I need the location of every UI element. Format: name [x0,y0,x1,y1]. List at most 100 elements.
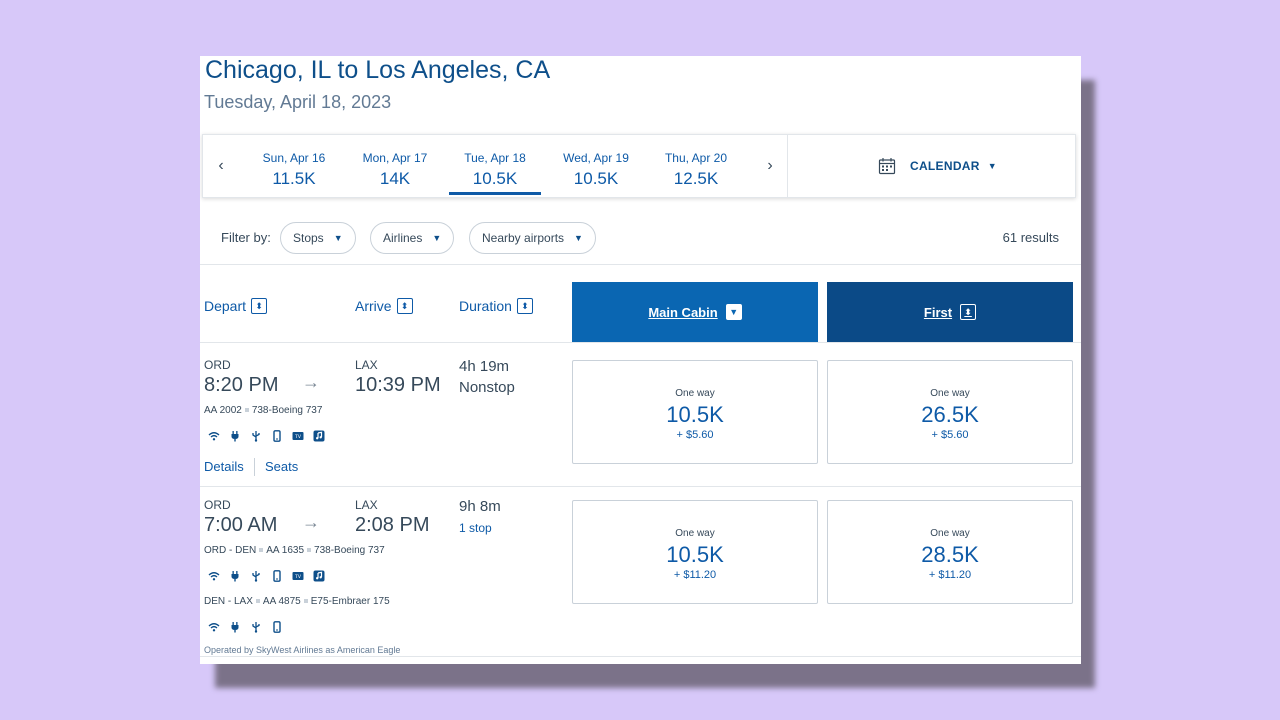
tv-icon: TV [292,572,304,580]
sort-icon: ⬍ [396,298,413,314]
link-divider [254,458,255,476]
amenities-row: TV [208,430,325,442]
stops-label: Nonstop [459,379,515,396]
fare-first-flight-1[interactable]: One way 26.5K + $5.60 [827,360,1073,464]
fare-main-cabin-flight-1[interactable]: One way 10.5K + $5.60 [572,360,818,464]
flight-number: AA 1635 [266,545,305,556]
sort-depart-button[interactable]: Depart ⬍ [204,298,268,314]
date-tab-price: 12.5K [673,169,719,188]
filter-airlines-label: Airlines [383,231,423,245]
date-tab-tue-apr-18[interactable]: Tue, Apr 18 10.5K [449,151,541,195]
fare-first-flight-2[interactable]: One way 28.5K + $11.20 [827,500,1073,604]
sort-icon: ⬍ [960,304,977,320]
caret-down-icon: ▼ [987,161,997,171]
filter-stops-label: Stops [293,231,324,245]
filter-nearby-airports-label: Nearby airports [482,231,565,245]
depart-header-label: Depart [204,298,247,314]
date-tab-price: 11.5K [272,169,316,188]
fare-trip-type: One way [930,528,970,539]
arrive-header-label: Arrive [355,298,392,314]
next-dates-button[interactable]: › [767,157,773,174]
arrow-right-icon: → [302,512,320,532]
calendar-label: CALENDAR [910,159,980,173]
flight-duration: 9h 8m [459,498,501,515]
date-tab-mon-apr-17[interactable]: Mon, Apr 17 14K [349,151,441,189]
details-link[interactable]: Details [204,459,244,474]
filter-airlines-dropdown[interactable]: Airlines ▼ [370,222,455,254]
sort-duration-button[interactable]: Duration ⬍ [459,298,533,314]
duration-header-label: Duration [459,298,512,314]
arrow-right-icon: → [302,372,320,392]
date-tab-sun-apr-16[interactable]: Sun, Apr 16 11.5K [248,151,340,189]
sort-arrive-button[interactable]: Arrive ⬍ [355,298,413,314]
wifi-icon [208,432,220,441]
calendar-icon [878,158,896,175]
fare-miles: 28.5K [921,542,979,567]
prev-dates-button[interactable]: ‹ [218,157,224,174]
music-icon [313,430,325,442]
sort-main-cabin-button[interactable]: Main Cabin ▼ [572,282,818,342]
date-tab-label: Mon, Apr 17 [362,151,428,165]
fare-miles: 10.5K [666,542,724,567]
operated-by-note: Operated by SkyWest Airlines as American… [204,645,401,655]
amenities-row [208,621,283,633]
flight-results-panel: Chicago, IL to Los Angeles, CA Tuesday, … [200,56,1081,664]
segment-route: ORD - DEN [204,545,257,556]
depart-time: 7:00 AM [204,514,278,536]
sort-icon: ⬍ [516,298,533,314]
wifi-icon [208,572,220,581]
power-icon [231,571,239,582]
segment-2-info: DEN - LAX AA 4875 E75-Embraer 175 [204,596,390,607]
date-tab-price: 14K [379,169,411,188]
depart-time: 8:20 PM [204,374,279,396]
fare-taxes: + $5.60 [931,429,969,441]
fare-trip-type: One way [930,388,970,399]
date-tab-label: Wed, Apr 19 [563,151,629,165]
page-title: Chicago, IL to Los Angeles, CA [205,56,551,84]
sort-first-button[interactable]: First ⬍ [827,282,1073,342]
sort-icon: ⬍ [251,298,268,314]
date-tab-price: 10.5K [573,169,619,188]
aircraft-type: 738-Boeing 737 [251,405,323,416]
caret-down-icon: ▼ [333,233,343,243]
svg-text:TV: TV [294,434,302,440]
filter-stops-dropdown[interactable]: Stops ▼ [280,222,356,254]
fare-main-cabin-flight-2[interactable]: One way 10.5K + $11.20 [572,500,818,604]
filter-nearby-airports-dropdown[interactable]: Nearby airports ▼ [469,222,596,254]
fare-miles: 26.5K [921,402,979,427]
date-strip-divider [787,135,788,197]
power-icon [231,431,239,442]
fare-taxes: + $11.20 [673,569,717,581]
fare-miles: 10.5K [666,402,724,427]
segment-1-info: ORD - DEN AA 1635 738-Boeing 737 [204,545,385,556]
music-icon [313,570,325,582]
main-cabin-header-label: Main Cabin [648,304,718,320]
fare-trip-type: One way [675,528,715,539]
svg-text:TV: TV [294,574,302,580]
phone-icon [273,570,281,582]
fare-taxes: + $11.20 [928,569,972,581]
date-tab-label: Thu, Apr 20 [664,151,728,165]
date-tab-thu-apr-20[interactable]: Thu, Apr 20 12.5K [650,151,742,189]
seats-link[interactable]: Seats [265,459,299,474]
stops-link[interactable]: 1 stop [459,521,492,535]
fare-trip-type: One way [675,388,715,399]
arrive-airport: LAX [355,498,378,512]
flight-number: AA 2002 [204,405,242,416]
flight-duration: 4h 19m [459,358,510,375]
date-tab-label: Sun, Apr 16 [262,151,326,165]
first-header-label: First [923,304,953,320]
tv-icon: TV [292,432,304,440]
amenities-row: TV [208,570,325,582]
caret-down-icon: ▼ [432,233,442,243]
results-count: 61 results [1002,230,1059,245]
depart-airport: ORD [204,498,231,512]
caret-down-icon: ▼ [574,233,583,243]
calendar-button[interactable]: CALENDAR ▼ [878,157,997,175]
date-tab-wed-apr-19[interactable]: Wed, Apr 19 10.5K [550,151,642,189]
divider [200,342,1081,343]
aircraft-type: 738-Boeing 737 [314,545,385,556]
phone-icon [273,621,281,633]
segment-route: DEN - LAX [204,596,253,607]
wifi-icon [208,623,220,632]
